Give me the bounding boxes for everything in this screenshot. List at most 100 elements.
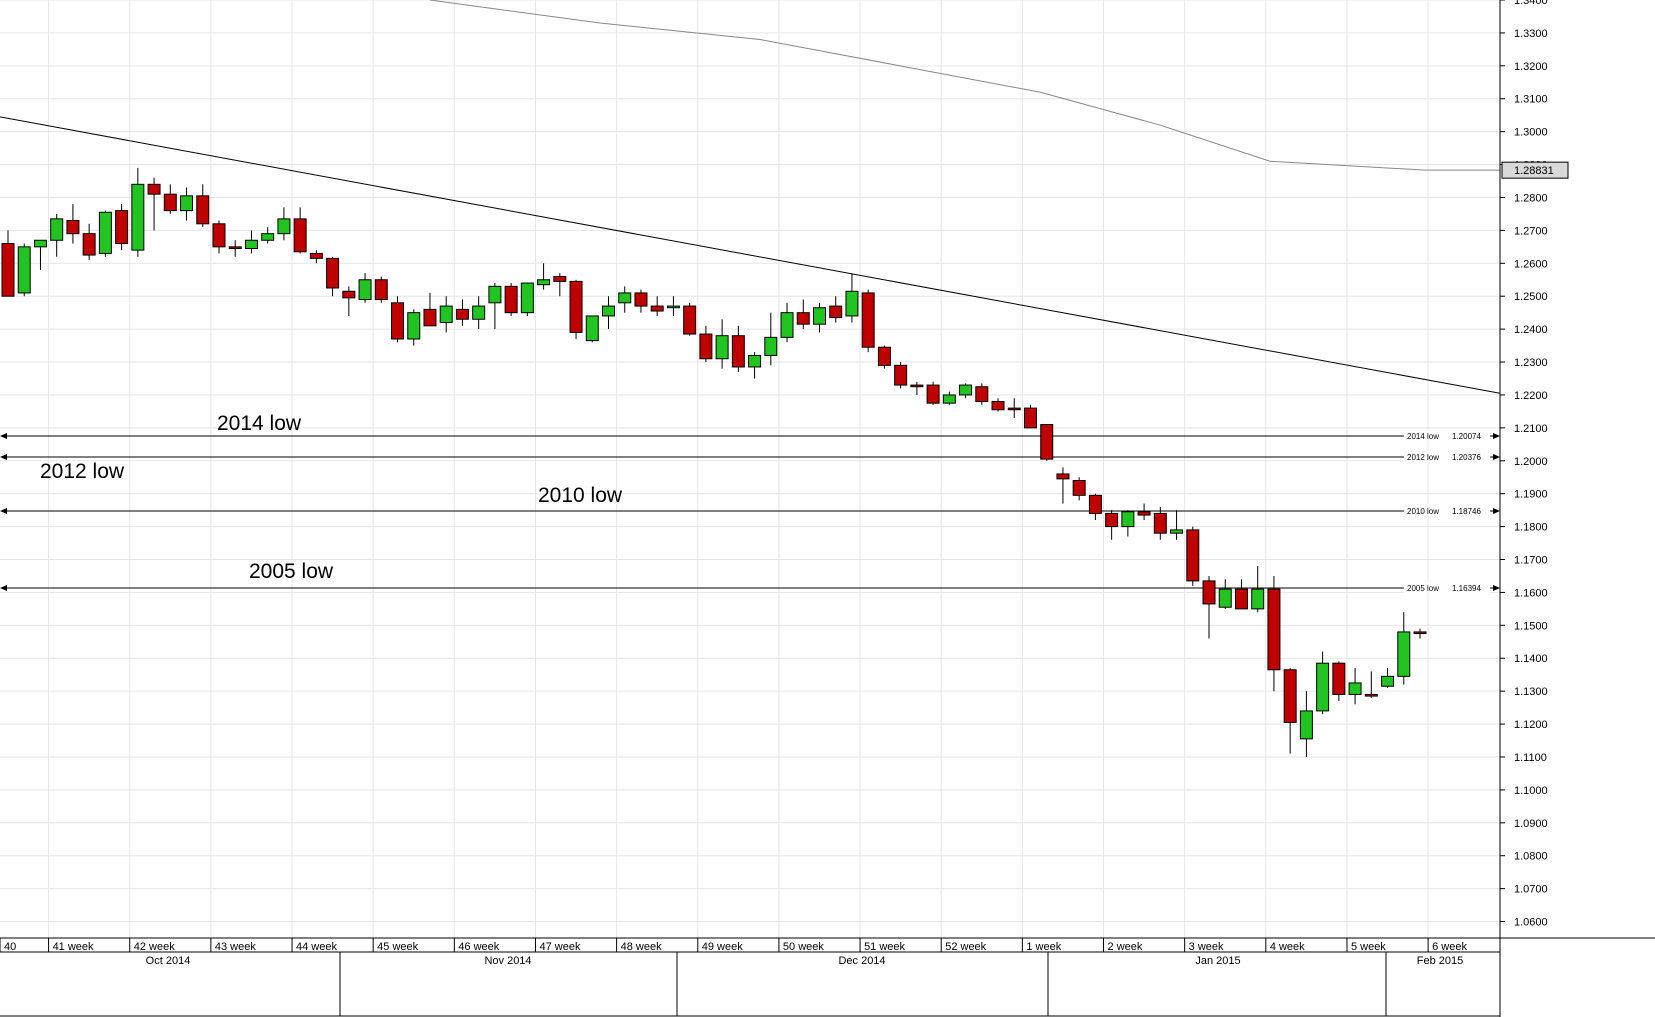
candle xyxy=(731,325,745,372)
candle xyxy=(959,383,973,399)
candle xyxy=(683,302,697,336)
candle xyxy=(196,184,210,228)
candle-body xyxy=(1218,588,1232,608)
candle-body xyxy=(244,239,258,249)
y-tick-label: 1.1200 xyxy=(1514,719,1548,731)
candle xyxy=(212,220,226,254)
candle-body xyxy=(455,308,469,320)
candle xyxy=(439,296,453,333)
level-tag-name: 2014 low xyxy=(1407,432,1439,441)
x-month-label: Jan 2015 xyxy=(1195,955,1240,967)
level-tag-name: 2005 low xyxy=(1407,584,1439,593)
y-axis: 1.0600 1.0700 1.0800 1.0900 1.1000 1.1100 1.12… xyxy=(1499,0,1569,1017)
candle xyxy=(82,223,96,261)
candle-body xyxy=(98,211,112,254)
candle-body xyxy=(748,354,762,368)
y-tick-label: 1.0800 xyxy=(1514,851,1548,863)
x-week-label: 41 week xyxy=(53,941,94,953)
candle xyxy=(342,286,356,316)
candle xyxy=(812,302,826,333)
candle xyxy=(942,391,956,405)
x-week-label: 43 week xyxy=(215,941,256,953)
candle-body xyxy=(1332,662,1346,695)
candle-body xyxy=(277,218,291,235)
candle xyxy=(98,210,112,257)
level-tag-value: 1.20376 xyxy=(1452,453,1481,462)
candle xyxy=(293,207,307,254)
candle-body xyxy=(861,292,875,348)
y-tick-label: 1.3100 xyxy=(1514,94,1548,106)
candle xyxy=(553,273,567,297)
y-tick-label: 1.0700 xyxy=(1514,884,1548,896)
x-week-label: 49 week xyxy=(702,941,743,953)
candle-body xyxy=(212,223,226,248)
candle-body xyxy=(1040,424,1054,460)
grid xyxy=(0,0,1500,938)
candle-body xyxy=(618,292,632,304)
candle-body xyxy=(163,193,177,212)
candle-body xyxy=(82,233,96,256)
candle xyxy=(504,283,518,316)
candle xyxy=(374,276,388,303)
y-tick-label: 1.3000 xyxy=(1514,127,1548,139)
candle xyxy=(358,273,372,303)
candle-body xyxy=(780,312,794,338)
candle-body xyxy=(959,384,973,396)
candle-body xyxy=(50,218,64,241)
candle xyxy=(1381,668,1395,688)
candle-body xyxy=(569,280,583,333)
candle-body xyxy=(845,290,859,317)
candle xyxy=(277,207,291,241)
candle xyxy=(1,230,15,297)
candle xyxy=(537,263,551,290)
moving-average xyxy=(429,0,1500,171)
candle xyxy=(1364,671,1378,698)
y-tick-label: 1.1000 xyxy=(1514,785,1548,797)
candle xyxy=(715,319,729,369)
candle xyxy=(1397,612,1411,685)
candle-body xyxy=(180,195,194,212)
level-arrow-left xyxy=(0,454,7,460)
candle-body xyxy=(504,285,518,314)
x-month-label: Dec 2014 xyxy=(838,955,885,967)
candle xyxy=(926,381,940,405)
candle xyxy=(634,289,648,313)
candle-body xyxy=(1397,631,1411,677)
candle xyxy=(17,243,31,297)
candle-body xyxy=(699,333,713,360)
candle xyxy=(1170,510,1184,540)
candle-body xyxy=(731,335,745,368)
x-week-label: 44 week xyxy=(296,941,337,953)
candle-body xyxy=(1007,407,1021,411)
candle xyxy=(796,299,810,330)
candle-body xyxy=(829,305,843,319)
candle xyxy=(780,302,794,343)
candle xyxy=(1072,477,1086,501)
candle-body xyxy=(423,308,437,327)
support-levels: 2014 low 1.20074 2014 low 2012 low 1.20376 20… xyxy=(0,412,1500,593)
candle xyxy=(1283,668,1297,754)
level-tag-value: 1.16394 xyxy=(1452,584,1481,593)
candle-body xyxy=(1023,407,1037,429)
y-tick-label: 1.1800 xyxy=(1514,522,1548,534)
trendline-path xyxy=(0,116,1501,394)
x-week-label: 45 week xyxy=(377,941,418,953)
candle xyxy=(391,296,405,343)
y-tick-label: 1.1900 xyxy=(1514,489,1548,501)
y-tick-label: 1.2000 xyxy=(1514,456,1548,468)
candle xyxy=(666,296,680,316)
x-week-label: 1 week xyxy=(1026,941,1061,953)
candle-body xyxy=(1105,512,1119,528)
candle xyxy=(1007,398,1021,418)
candle xyxy=(910,381,924,395)
candle-body xyxy=(17,246,31,294)
candle xyxy=(1056,467,1070,504)
x-week-label: 48 week xyxy=(621,941,662,953)
candle-body xyxy=(1137,511,1151,516)
candle-body xyxy=(910,384,924,388)
downtrend-line xyxy=(0,116,1501,394)
candle-body xyxy=(391,302,405,340)
candle-body xyxy=(894,364,908,386)
candle xyxy=(520,282,534,316)
y-tick-label: 1.1600 xyxy=(1514,587,1548,599)
